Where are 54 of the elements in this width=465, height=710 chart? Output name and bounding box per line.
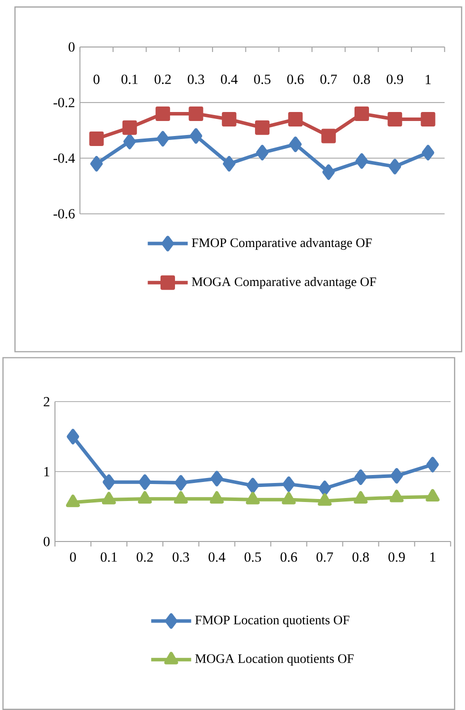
point [122, 120, 138, 135]
y-tick-label: -0.4 [54, 153, 76, 163]
point [388, 112, 402, 127]
point [222, 112, 237, 127]
x-tick-label: 0.3 [188, 74, 204, 84]
x-tick-label: 0.1 [122, 74, 138, 84]
legend-label: FMOP Comparative advantage OF [192, 238, 372, 250]
legend-label: MOGA Comparative advantage OF [192, 277, 376, 289]
point [89, 131, 104, 146]
x-tick-label: 0.5 [244, 552, 262, 562]
point [322, 128, 336, 144]
point [322, 164, 336, 180]
point [90, 156, 103, 172]
point [289, 136, 302, 152]
y-tick-label: 1 [44, 466, 50, 476]
point [188, 106, 204, 121]
y-tick-label: 0 [68, 42, 75, 52]
x-tick-label: 0.2 [154, 74, 171, 84]
x-tick-label: 0.4 [221, 74, 238, 84]
point [156, 130, 170, 146]
x-tick-label: 1 [430, 552, 436, 562]
x-tick-label: 0.1 [100, 552, 117, 562]
point [255, 120, 270, 135]
y-tick-label: 0 [44, 536, 50, 546]
x-tick-label: 0.5 [254, 74, 271, 84]
x-tick-label: 0.6 [280, 552, 298, 562]
legend-label: FMOP Location quotients OF [195, 616, 350, 627]
x-tick-label: 1 [426, 74, 431, 84]
x-tick-label: 0.7 [320, 74, 338, 84]
legend-label: MOGA Location quotients OF [195, 654, 354, 666]
point [124, 134, 136, 150]
x-tick-label: 0.9 [388, 552, 406, 562]
point [156, 106, 170, 121]
x-tick-label: 0.2 [136, 552, 154, 562]
x-tick-label: 0.9 [386, 74, 404, 84]
point [356, 153, 368, 169]
y-tick-label: -0.2 [54, 98, 75, 108]
point [223, 156, 236, 172]
x-tick-label: 0.8 [354, 74, 370, 84]
y-tick-label: -0.6 [54, 209, 75, 219]
x-tick-label: 0 [94, 74, 100, 84]
point [256, 144, 269, 160]
point [421, 112, 436, 127]
point [190, 128, 202, 144]
point [354, 106, 370, 121]
point [288, 112, 303, 127]
x-tick-label: 0.6 [287, 74, 304, 84]
point [422, 144, 434, 160]
y-tick-label: 2 [44, 397, 50, 406]
x-tick-label: 0.7 [316, 552, 334, 562]
x-tick-label: 0.4 [208, 552, 226, 562]
x-tick-label: 0.3 [172, 552, 190, 562]
x-tick-label: 0.8 [352, 552, 370, 562]
point [388, 158, 402, 174]
